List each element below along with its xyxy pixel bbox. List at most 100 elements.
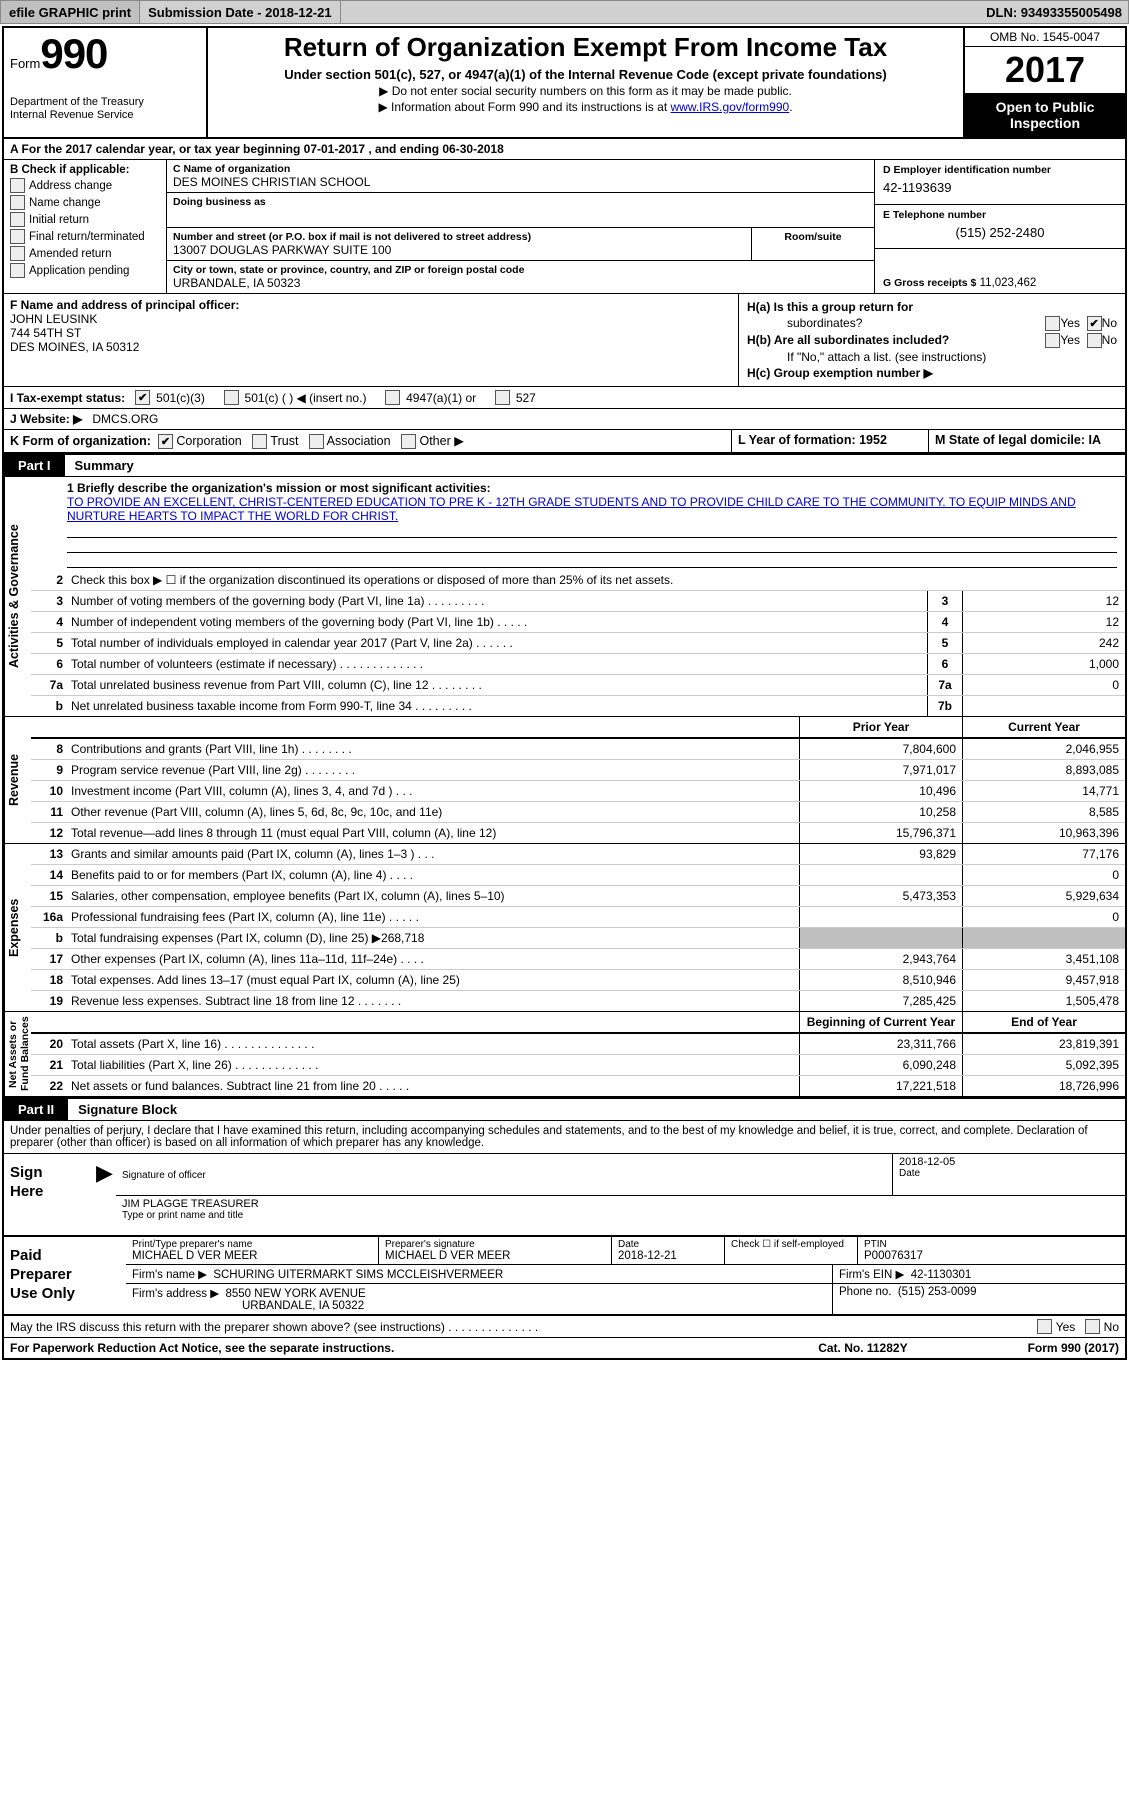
ha-line: H(a) Is this a group return for [747, 300, 1117, 314]
irs-link[interactable]: www.IRS.gov/form990 [670, 100, 789, 114]
opt-501c: 501(c) ( ) ◀ (insert no.) [245, 391, 367, 405]
col-prior-year: Prior Year [799, 717, 962, 737]
tax-year: 2017 [965, 47, 1125, 93]
line-desc: Number of independent voting members of … [67, 612, 927, 632]
officer-name-label: Type or print name and title [122, 1210, 1119, 1221]
line-cellnum: 4 [927, 612, 962, 632]
submission-date: Submission Date - 2018-12-21 [140, 1, 341, 23]
ha-no-check[interactable] [1087, 316, 1102, 331]
open-to-public: Open to Public Inspection [965, 93, 1125, 137]
chk-name-change[interactable]: Name change [10, 195, 160, 210]
prior-value [799, 907, 962, 927]
ha-yes-check[interactable] [1045, 316, 1060, 331]
part2-header: Part II Signature Block [4, 1097, 1125, 1121]
chk-association[interactable] [309, 434, 324, 449]
officer-street: 744 54TH ST [10, 326, 81, 340]
line-desc: Total expenses. Add lines 13–17 (must eq… [67, 970, 799, 990]
part1-title: Summary [65, 458, 134, 473]
discuss-no-check[interactable] [1085, 1319, 1100, 1334]
opt-label: Application pending [29, 265, 129, 277]
ein-value: 42-1193639 [883, 180, 1117, 195]
arrow-icon: ▶ [96, 1154, 116, 1235]
prior-value: 10,496 [799, 781, 962, 801]
sig-row-1: Signature of officer 2018-12-05 Date [116, 1154, 1125, 1196]
firm-phone-cell: Phone no. (515) 253-0099 [833, 1284, 1125, 1314]
expenses-lines: 13Grants and similar amounts paid (Part … [31, 844, 1125, 1011]
line-cellnum: 6 [927, 654, 962, 674]
form-note1: ▶ Do not enter social security numbers o… [218, 84, 953, 98]
table-row: 15Salaries, other compensation, employee… [31, 885, 1125, 906]
line-value [962, 696, 1125, 716]
group-return-block: H(a) Is this a group return for subordin… [738, 294, 1125, 386]
gross-label: G Gross receipts $ [883, 277, 976, 289]
rule-line [67, 523, 1117, 538]
line-desc: Other expenses (Part IX, column (A), lin… [67, 949, 799, 969]
chk-address-change[interactable]: Address change [10, 178, 160, 193]
checkbox-icon [10, 229, 25, 244]
prep-sig-label: Preparer's signature [385, 1239, 605, 1250]
omb-number: OMB No. 1545-0047 [965, 28, 1125, 47]
opt-label: Name change [29, 197, 101, 209]
side-label-expenses: Expenses [4, 844, 31, 1011]
principal-officer: F Name and address of principal officer:… [4, 294, 738, 386]
form-word: Form [10, 56, 40, 71]
ein-label: D Employer identification number [883, 164, 1117, 176]
section-revenue: Revenue Prior Year Current Year 8Contrib… [4, 717, 1125, 844]
chk-501c3[interactable] [135, 390, 150, 405]
dept-treasury: Department of the Treasury Internal Reve… [10, 96, 200, 121]
org-name-label: C Name of organization [173, 163, 868, 175]
street-label: Number and street (or P.O. box if mail i… [173, 231, 745, 243]
chk-amended-return[interactable]: Amended return [10, 246, 160, 261]
line-desc: Professional fundraising fees (Part IX, … [67, 907, 799, 927]
chk-application-pending[interactable]: Application pending [10, 263, 160, 278]
page-footer: For Paperwork Reduction Act Notice, see … [4, 1338, 1125, 1358]
current-value: 2,046,955 [962, 739, 1125, 759]
na-header-row: Beginning of Current Year End of Year [31, 1012, 1125, 1034]
chk-trust[interactable] [252, 434, 267, 449]
hb-no-check[interactable] [1087, 333, 1102, 348]
col-c-org-info: C Name of organization DES MOINES CHRIST… [167, 160, 874, 293]
discuss-yes-check[interactable] [1037, 1319, 1052, 1334]
opt-assoc: Association [327, 434, 391, 448]
chk-4947[interactable] [385, 390, 400, 405]
line-num: 2 [31, 570, 67, 590]
prior-value: 10,258 [799, 802, 962, 822]
ptin-cell: PTIN P00076317 [858, 1237, 1125, 1264]
prior-value: 23,311,766 [799, 1034, 962, 1054]
org-name-value: DES MOINES CHRISTIAN SCHOOL [173, 175, 868, 189]
officer-signature-cell: Signature of officer [116, 1154, 893, 1195]
table-row: 4Number of independent voting members of… [31, 611, 1125, 632]
mission-link[interactable]: TO PROVIDE AN EXCELLENT, CHRIST-CENTERED… [67, 495, 1076, 523]
chk-initial-return[interactable]: Initial return [10, 212, 160, 227]
efile-label: efile GRAPHIC print [1, 1, 140, 23]
line-desc: Net assets or fund balances. Subtract li… [67, 1076, 799, 1096]
section-fh: F Name and address of principal officer:… [4, 294, 1125, 387]
line-num: 4 [31, 612, 67, 632]
table-row: 14Benefits paid to or for members (Part … [31, 864, 1125, 885]
hb-yes-check[interactable] [1045, 333, 1060, 348]
form-number: 990 [40, 30, 107, 77]
line-desc: Total number of individuals employed in … [67, 633, 927, 653]
rule-line [67, 553, 1117, 568]
chk-501c[interactable] [224, 390, 239, 405]
chk-527[interactable] [495, 390, 510, 405]
hb-note: If "No," attach a list. (see instruction… [747, 350, 1117, 364]
self-emp-label: Check ☐ if self-employed [731, 1239, 851, 1250]
row-a-tax-year: A For the 2017 calendar year, or tax yea… [4, 139, 1125, 160]
officer-name: JOHN LEUSINK [10, 312, 97, 326]
dba-block: Doing business as [167, 193, 874, 228]
ptin-value: P00076317 [864, 1250, 923, 1262]
chk-corporation[interactable] [158, 434, 173, 449]
street-value: 13007 DOUGLAS PARKWAY SUITE 100 [173, 243, 745, 257]
footer-cat: Cat. No. 11282Y [818, 1341, 907, 1355]
preparer-sig-cell: Preparer's signature MICHAEL D VER MEER [379, 1237, 612, 1264]
table-row: bNet unrelated business taxable income f… [31, 695, 1125, 716]
section-bcd: B Check if applicable: Address change Na… [4, 160, 1125, 294]
netassets-body: Beginning of Current Year End of Year 20… [31, 1012, 1125, 1096]
checkbox-icon [10, 195, 25, 210]
opt-label: Initial return [29, 214, 89, 226]
chk-other[interactable] [401, 434, 416, 449]
ha-label: H(a) Is this a group return for [747, 300, 913, 314]
room-suite-block: Room/suite [752, 228, 874, 260]
chk-final-return[interactable]: Final return/terminated [10, 229, 160, 244]
